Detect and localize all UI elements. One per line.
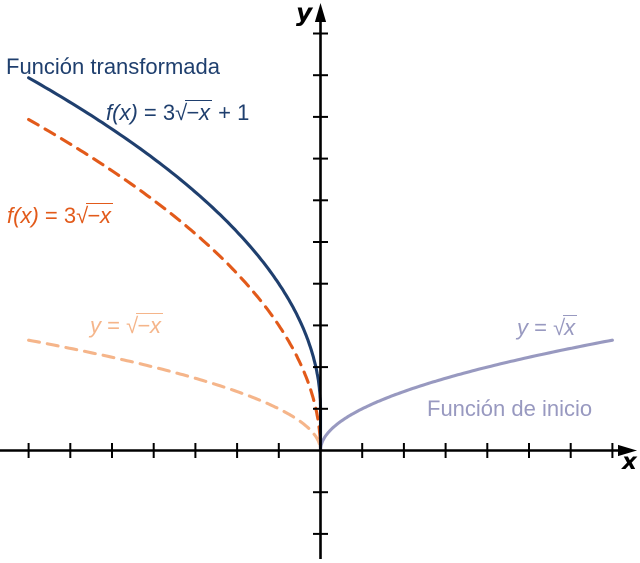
radical-sign: √−x <box>126 313 164 338</box>
radicand: −x <box>86 203 114 228</box>
equation-lhs: f(x) <box>7 203 39 228</box>
radical-sign: √−x <box>175 100 213 125</box>
y-axis-label: y <box>296 0 313 27</box>
radicand: −x <box>185 100 213 125</box>
equation-tail: + 1 <box>212 100 250 125</box>
equation-label-transformed: f(x) = 3√−x + 1 <box>106 100 249 125</box>
curve-raiz-negativa <box>27 338 323 453</box>
curve-raiz-inicio <box>318 338 614 453</box>
equation-label-reflected: y = √−x <box>90 313 164 338</box>
equation-mid: = 3 <box>38 203 77 228</box>
equation-mid: = 3 <box>137 100 176 125</box>
curve-funcion-transformada <box>27 76 323 453</box>
radical-sign: √x <box>553 315 578 340</box>
equation-label-stretched: f(x) = 3√−x <box>7 203 114 228</box>
radicand: x <box>563 315 578 340</box>
equation-lhs: f(x) <box>106 100 138 125</box>
annotation-funcion-de-inicio: Función de inicio <box>427 396 593 421</box>
annotation-funcion-transformada: Función transformada <box>6 54 220 79</box>
x-axis-label: x <box>622 449 637 475</box>
radicand: −x <box>136 313 164 338</box>
equation-mid: = <box>528 315 554 340</box>
equation-mid: = <box>101 313 127 338</box>
radical-sign: √−x <box>76 203 114 228</box>
curve-tres-raiz-negativa <box>27 117 323 453</box>
equation-lhs: y <box>517 315 528 340</box>
equation-label-start: y = √x <box>517 315 578 340</box>
y-axis-arrow <box>314 3 327 22</box>
x-axis-arrow <box>618 444 637 457</box>
equation-lhs: y <box>90 313 101 338</box>
